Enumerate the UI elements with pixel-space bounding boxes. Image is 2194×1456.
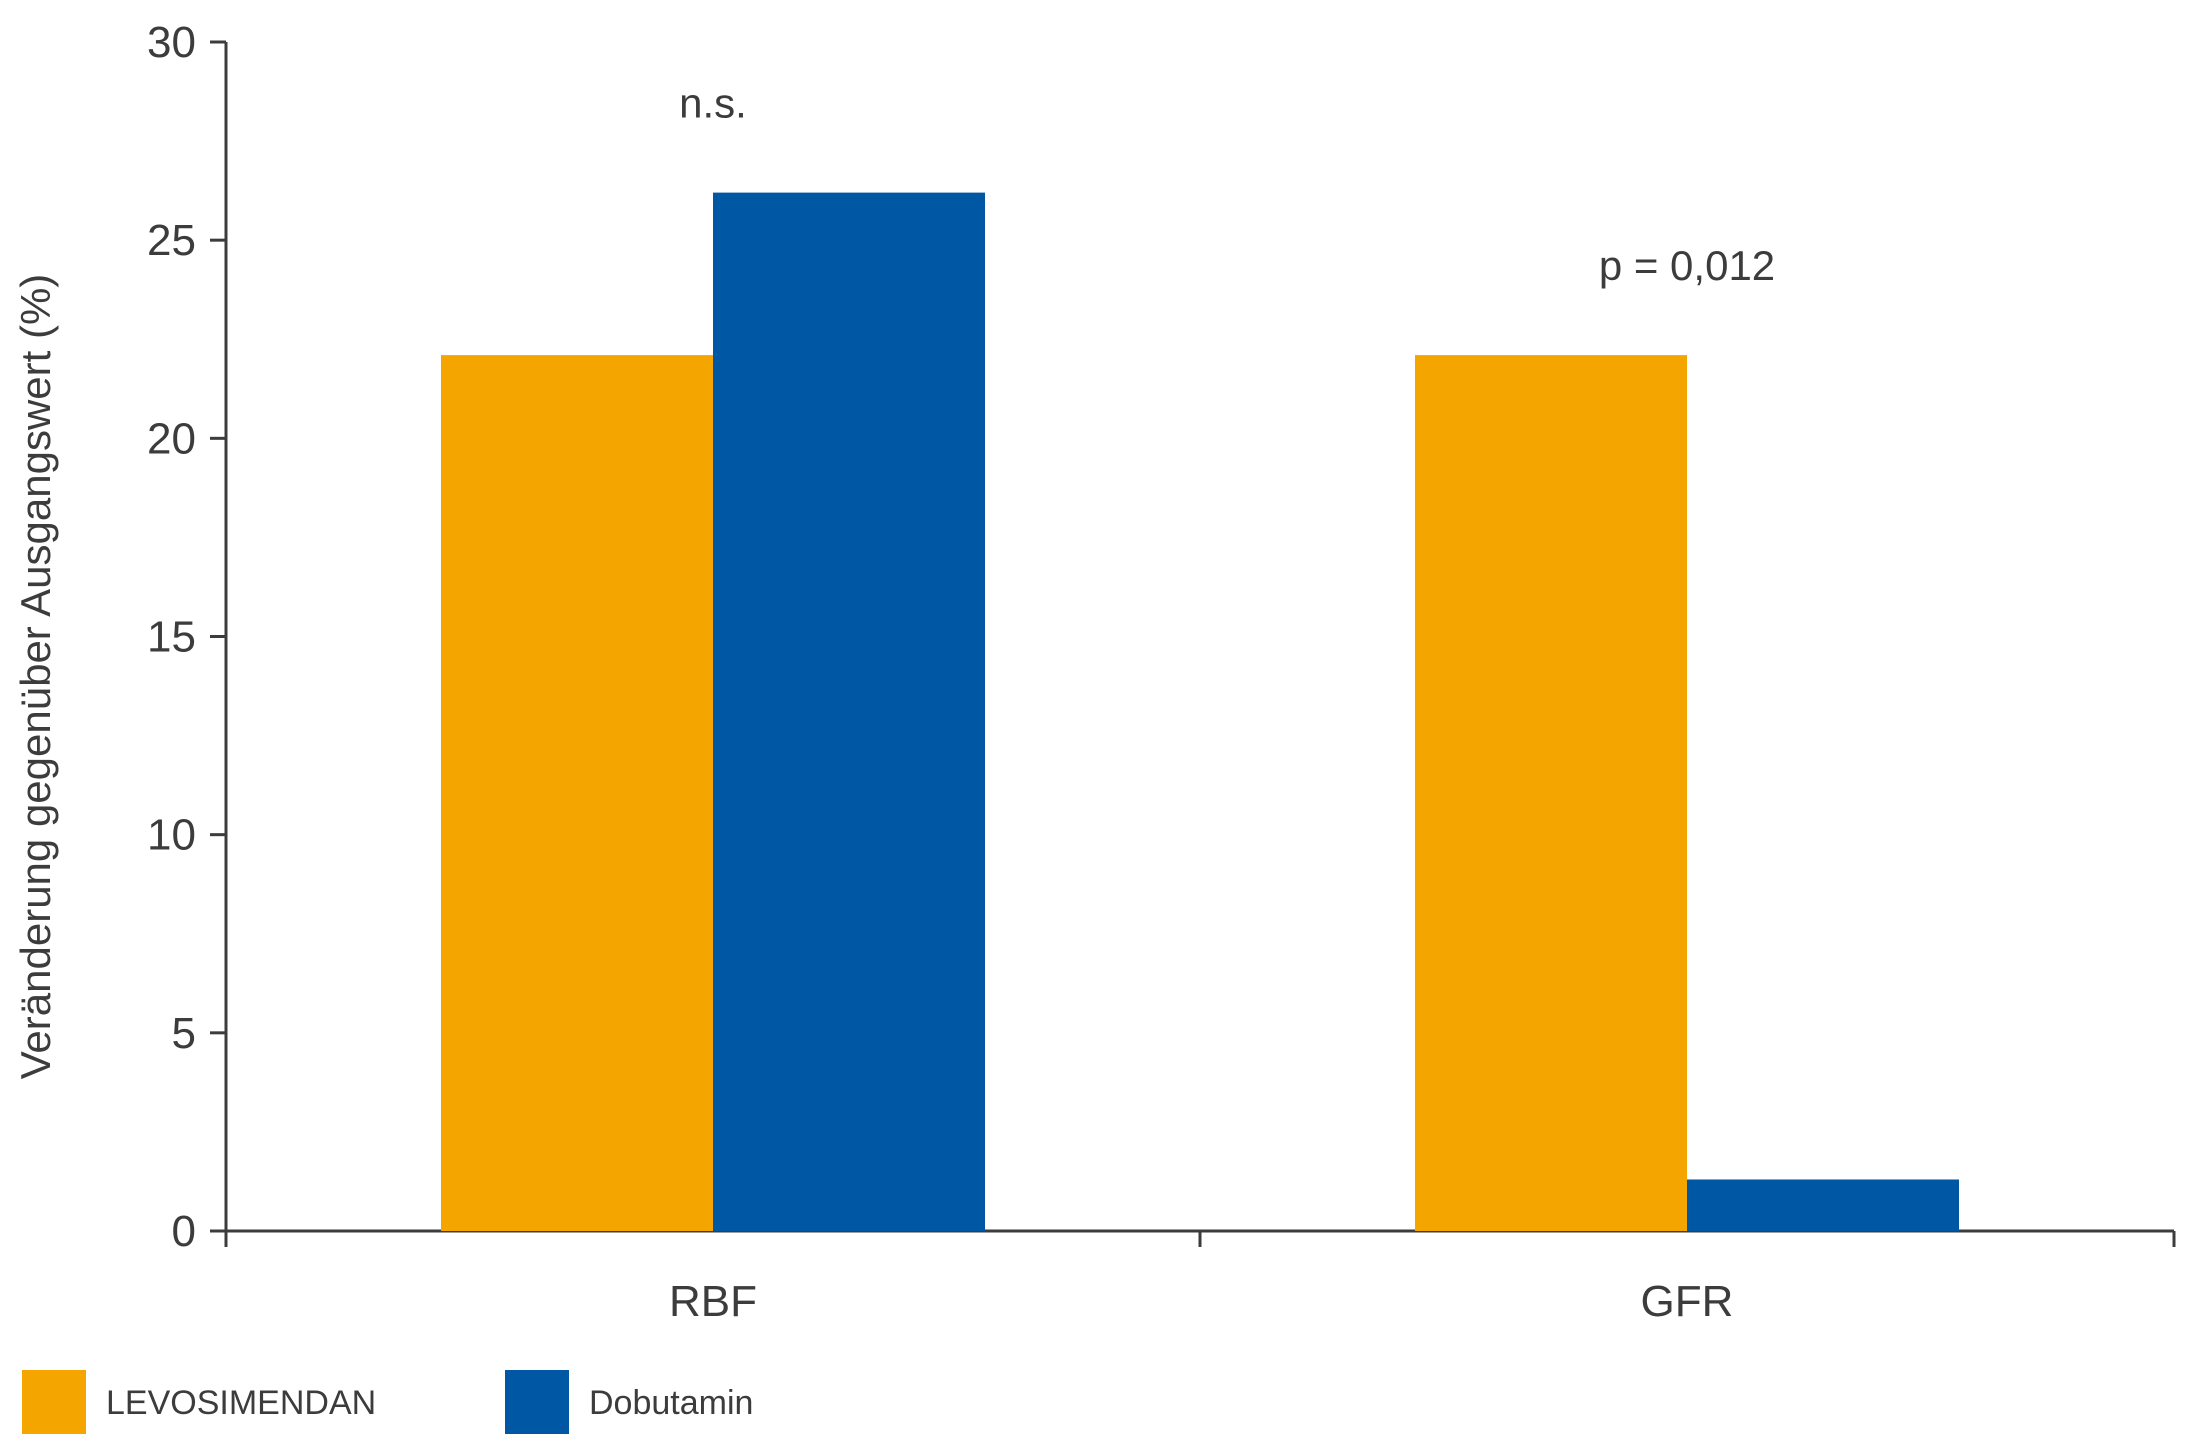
y-tick-label: 5 bbox=[172, 1009, 196, 1058]
x-tick-label: RBF bbox=[669, 1277, 757, 1326]
significance-annotation: n.s. bbox=[679, 80, 747, 127]
y-tick-label: 20 bbox=[147, 414, 196, 463]
labels: 0 5 10 15 20 25 30 RBF n.s. GFR p = 0,012 bbox=[147, 18, 1775, 1326]
y-tick-label: 30 bbox=[147, 18, 196, 67]
legend-swatch bbox=[505, 1370, 569, 1434]
bar-dobutamin-rbf bbox=[713, 192, 985, 1231]
bar-levosimendan-rbf bbox=[441, 355, 713, 1231]
x-tick-label: GFR bbox=[1641, 1277, 1734, 1326]
bar-levosimendan-gfr bbox=[1415, 355, 1687, 1231]
y-tick-label: 15 bbox=[147, 613, 196, 662]
bars bbox=[441, 192, 1959, 1231]
significance-annotation: p = 0,012 bbox=[1599, 242, 1775, 289]
legend-label: LEVOSIMENDAN bbox=[106, 1384, 376, 1422]
y-tick-label: 25 bbox=[147, 216, 196, 265]
y-axis-label: Veränderung gegenüber Ausgangswert (%) bbox=[12, 274, 59, 1080]
legend-swatch bbox=[22, 1370, 86, 1434]
legend-label: Dobutamin bbox=[589, 1384, 753, 1422]
y-tick-label: 0 bbox=[172, 1207, 196, 1256]
y-tick-label: 10 bbox=[147, 811, 196, 860]
legend: LEVOSIMENDAN Dobutamin bbox=[22, 1370, 753, 1434]
bar-dobutamin-gfr bbox=[1687, 1179, 1959, 1231]
